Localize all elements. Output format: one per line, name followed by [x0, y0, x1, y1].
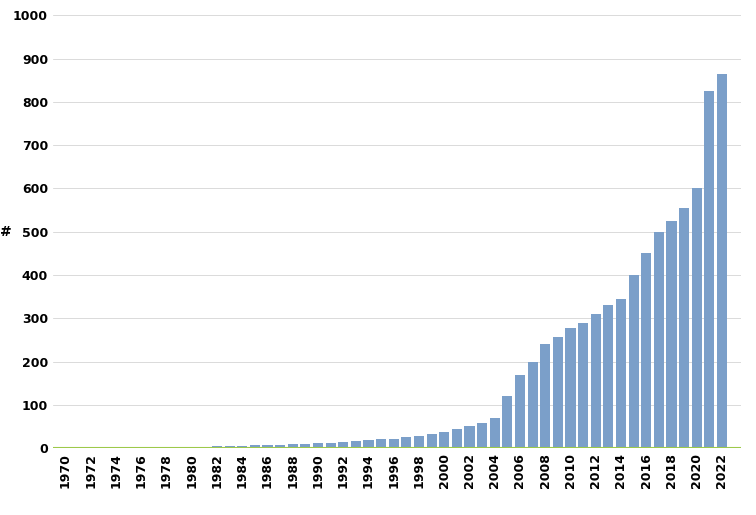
Bar [439, 432, 449, 448]
Bar [541, 344, 550, 448]
Bar [565, 328, 575, 448]
Bar [515, 374, 525, 448]
Bar [212, 447, 222, 448]
Bar [426, 434, 437, 448]
Bar [237, 446, 247, 448]
Bar [376, 439, 386, 448]
Bar [414, 436, 424, 448]
Bar [717, 74, 727, 448]
Bar [641, 253, 651, 448]
Y-axis label: #: # [0, 225, 12, 239]
Bar [225, 447, 234, 448]
Bar [389, 439, 399, 448]
Bar [464, 426, 475, 448]
Bar [326, 443, 336, 448]
Bar [628, 275, 639, 448]
Bar [553, 337, 563, 448]
Bar [174, 447, 184, 448]
Bar [364, 440, 373, 448]
Bar [616, 299, 626, 448]
Bar [490, 418, 500, 448]
Bar [313, 443, 323, 448]
Bar [502, 396, 513, 448]
Bar [162, 447, 172, 448]
Bar [528, 362, 538, 448]
Bar [590, 314, 601, 448]
Bar [452, 430, 462, 448]
Bar [275, 444, 285, 448]
Text: Cumulative number of sustainable finance policy interventions: Cumulative number of sustainable finance… [8, 14, 644, 31]
Bar [666, 221, 677, 448]
Bar [338, 442, 349, 448]
Bar [249, 445, 260, 448]
Bar [578, 322, 588, 448]
Bar [679, 208, 689, 448]
Bar [654, 232, 664, 448]
Bar [149, 447, 159, 448]
Bar [401, 437, 411, 448]
Bar [603, 305, 613, 448]
Bar [477, 423, 487, 448]
Bar [692, 188, 702, 448]
Bar [200, 447, 209, 448]
Bar [187, 447, 197, 448]
Bar [136, 447, 147, 448]
Bar [288, 444, 298, 448]
Bar [300, 444, 311, 448]
Bar [351, 441, 361, 448]
Bar [705, 91, 714, 448]
Bar [262, 445, 273, 448]
